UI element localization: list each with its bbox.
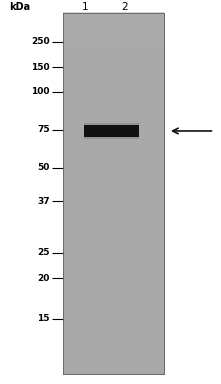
- Text: 50: 50: [37, 163, 50, 172]
- Text: 150: 150: [31, 63, 50, 72]
- Text: 15: 15: [37, 314, 50, 323]
- Text: kDa: kDa: [9, 2, 30, 12]
- Text: 2: 2: [122, 2, 128, 12]
- Bar: [84, 122, 139, 139]
- Text: 25: 25: [37, 248, 50, 257]
- Text: 100: 100: [31, 87, 50, 96]
- Bar: [63, 13, 164, 374]
- Text: 250: 250: [31, 37, 50, 46]
- Text: 20: 20: [37, 274, 50, 283]
- Text: 75: 75: [37, 125, 50, 134]
- Bar: [84, 125, 139, 137]
- Bar: [84, 125, 139, 137]
- Text: 1: 1: [82, 2, 88, 12]
- Text: 37: 37: [37, 197, 50, 206]
- Bar: [84, 127, 139, 135]
